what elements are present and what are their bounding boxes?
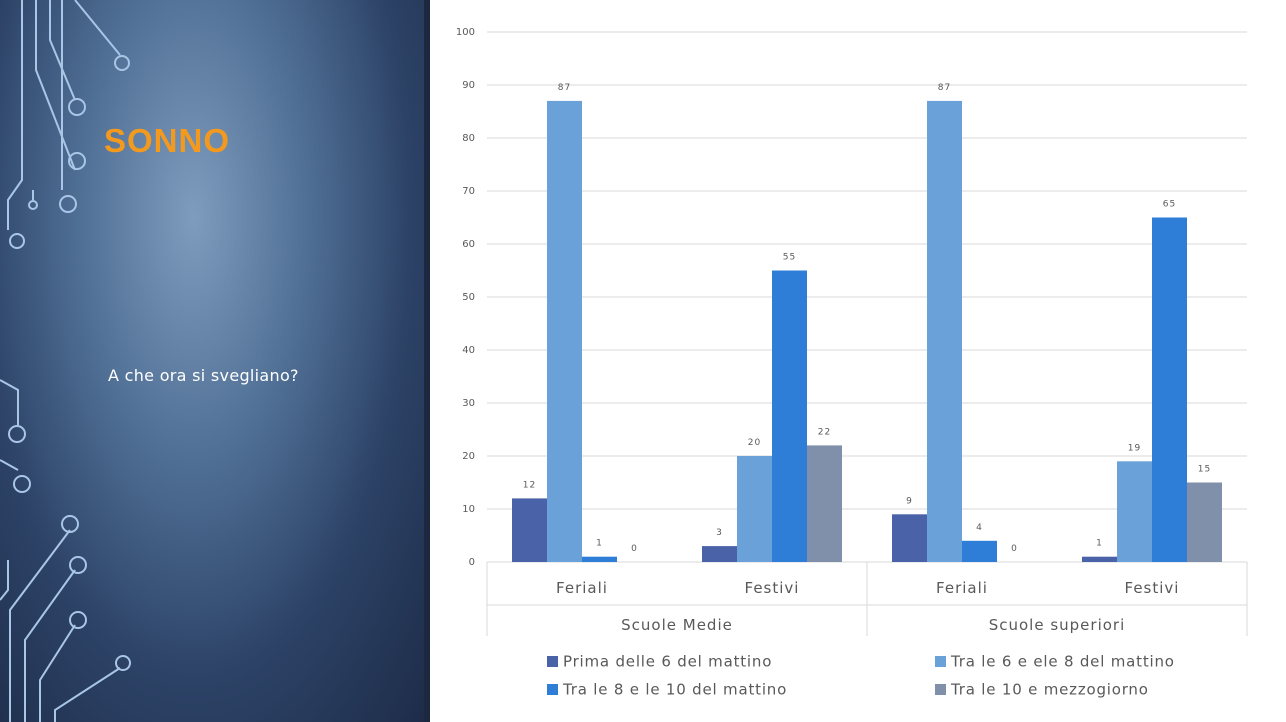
y-tick-label: 80 <box>462 133 475 144</box>
legend-swatch <box>547 656 558 667</box>
value-label: 12 <box>523 480 536 490</box>
y-tick-label: 90 <box>462 80 475 91</box>
bar <box>582 556 617 562</box>
x-tick-label: Festivi <box>745 579 800 597</box>
value-label: 1 <box>596 539 603 549</box>
value-label: 19 <box>1128 443 1141 453</box>
bar <box>547 100 582 563</box>
bar <box>772 270 807 562</box>
side-panel <box>0 0 430 722</box>
y-tick-label: 30 <box>462 398 475 409</box>
value-label: 87 <box>558 83 571 93</box>
bar <box>962 540 997 562</box>
panel-edge <box>424 0 430 722</box>
value-label: 87 <box>938 83 951 93</box>
y-tick-label: 0 <box>469 557 475 568</box>
legend-label: Prima delle 6 del mattino <box>563 653 772 671</box>
x-tick-label: Feriali <box>936 579 988 597</box>
bar <box>1117 461 1152 562</box>
x-tick-label: Feriali <box>556 579 608 597</box>
bar <box>892 514 927 562</box>
value-label: 3 <box>716 528 723 538</box>
value-label: 20 <box>748 438 761 448</box>
legend-label: Tra le 6 e ele 8 del mattino <box>950 653 1175 671</box>
y-tick-label: 10 <box>462 504 475 515</box>
bar <box>1082 556 1117 562</box>
legend-swatch <box>547 684 558 695</box>
bar <box>1152 217 1187 562</box>
bar <box>807 445 842 562</box>
value-label: 1 <box>1096 539 1103 549</box>
value-label: 9 <box>906 496 913 506</box>
y-tick-label: 40 <box>462 345 475 356</box>
legend-swatch <box>935 656 946 667</box>
value-label: 0 <box>631 544 638 554</box>
y-tick-label: 100 <box>456 27 475 38</box>
bar <box>927 100 962 563</box>
value-label: 15 <box>1198 465 1211 475</box>
value-label: 0 <box>1011 544 1018 554</box>
circuit-lines <box>0 0 131 722</box>
x-tick-label: Festivi <box>1125 579 1180 597</box>
value-label: 55 <box>783 253 796 263</box>
bar <box>702 546 737 562</box>
y-tick-label: 20 <box>462 451 475 462</box>
value-label: 22 <box>818 427 831 437</box>
circuit-decoration <box>0 0 131 722</box>
value-label: 65 <box>1163 200 1176 210</box>
value-label: 4 <box>976 523 983 533</box>
legend-swatch <box>935 684 946 695</box>
group-label: Scuole superiori <box>989 616 1126 634</box>
bar <box>512 498 547 562</box>
bar <box>1187 482 1222 562</box>
slide-title: SONNO <box>104 122 231 159</box>
bar <box>737 456 772 562</box>
y-tick-label: 50 <box>462 292 475 303</box>
group-label: Scuole Medie <box>621 616 733 634</box>
legend-label: Tra le 10 e mezzogiorno <box>950 681 1149 699</box>
legend-label: Tra le 8 e le 10 del mattino <box>562 681 787 699</box>
slide-subtitle: A che ora si svegliano? <box>108 366 299 385</box>
y-tick-label: 70 <box>462 186 475 197</box>
y-tick-label: 60 <box>462 239 475 250</box>
